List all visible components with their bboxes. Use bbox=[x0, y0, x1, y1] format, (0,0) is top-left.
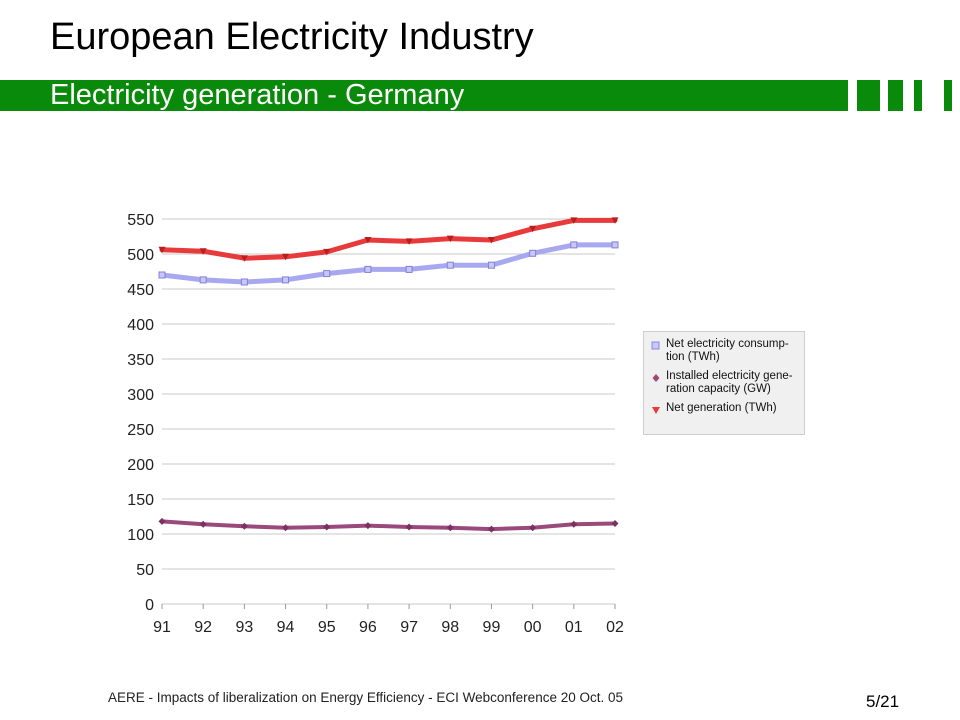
data-point bbox=[405, 265, 413, 273]
y-tick-label: 450 bbox=[127, 282, 154, 299]
data-point bbox=[323, 523, 331, 531]
decorative-block bbox=[888, 80, 903, 111]
legend-label-line: Net generation (TWh) bbox=[666, 402, 777, 414]
x-tick-label: 91 bbox=[153, 619, 171, 636]
data-point bbox=[240, 522, 248, 530]
y-tick-label: 300 bbox=[127, 387, 154, 404]
series-line bbox=[159, 217, 618, 261]
data-point bbox=[529, 249, 537, 257]
x-tick-label: 98 bbox=[441, 619, 459, 636]
y-tick-label: 0 bbox=[145, 597, 154, 614]
data-point bbox=[487, 261, 495, 269]
data-point bbox=[446, 235, 454, 243]
decorative-block bbox=[944, 80, 952, 111]
decorative-block bbox=[914, 80, 922, 111]
data-point bbox=[446, 524, 454, 532]
data-point bbox=[199, 520, 207, 528]
data-point bbox=[199, 276, 207, 284]
x-tick-label: 92 bbox=[194, 619, 212, 636]
x-tick-label: 94 bbox=[277, 619, 295, 636]
y-tick-label: 150 bbox=[127, 492, 154, 509]
y-tick-label: 250 bbox=[127, 422, 154, 439]
x-tick-label: 95 bbox=[318, 619, 336, 636]
diamond-marker-icon bbox=[652, 374, 660, 382]
subtitle-band bbox=[0, 80, 848, 111]
data-point bbox=[282, 524, 290, 532]
slide-title: European Electricity Industry bbox=[50, 16, 534, 58]
decorative-block bbox=[857, 80, 880, 111]
triangle-marker-icon bbox=[652, 407, 660, 414]
x-tick-label: 99 bbox=[483, 619, 501, 636]
data-point bbox=[364, 265, 372, 273]
data-point bbox=[529, 225, 537, 233]
square-marker-icon bbox=[651, 341, 660, 350]
legend-item-capacity: Installed electricity gene- ration capac… bbox=[650, 370, 798, 396]
data-point bbox=[611, 241, 619, 249]
data-point bbox=[158, 517, 166, 525]
y-tick-label: 400 bbox=[127, 317, 154, 334]
data-point bbox=[364, 237, 372, 244]
y-tick-label: 550 bbox=[127, 212, 154, 229]
data-point bbox=[158, 271, 166, 279]
data-point bbox=[529, 524, 537, 532]
x-tick-label: 00 bbox=[524, 619, 542, 636]
series-line bbox=[159, 242, 618, 285]
x-tick-label: 02 bbox=[606, 619, 624, 636]
chart-legend: Net electricity consump- tion (TWh) Inst… bbox=[643, 331, 805, 435]
legend-label-line: Installed electricity gene- bbox=[666, 370, 793, 382]
data-point bbox=[446, 261, 454, 269]
data-point bbox=[240, 278, 248, 286]
legend-item-consumption: Net electricity consump- tion (TWh) bbox=[650, 338, 798, 364]
data-point bbox=[199, 248, 207, 255]
data-point bbox=[323, 248, 331, 256]
slide-subtitle: Electricity generation - Germany bbox=[50, 79, 465, 111]
data-point bbox=[487, 237, 495, 244]
y-tick-label: 100 bbox=[127, 527, 154, 544]
legend-item-generation: Net generation (TWh) bbox=[650, 402, 798, 416]
data-point bbox=[158, 246, 166, 254]
data-point bbox=[405, 238, 413, 245]
data-point bbox=[364, 522, 372, 530]
y-tick-label: 500 bbox=[127, 247, 154, 264]
y-tick-label: 350 bbox=[127, 352, 154, 369]
data-point bbox=[611, 217, 619, 224]
x-tick-label: 96 bbox=[359, 619, 377, 636]
data-point bbox=[240, 255, 248, 262]
data-point bbox=[611, 520, 619, 527]
legend-label-line: ration capacity (GW) bbox=[666, 383, 771, 395]
x-tick-label: 97 bbox=[400, 619, 418, 636]
data-point bbox=[570, 241, 578, 249]
data-point bbox=[323, 270, 331, 278]
data-point bbox=[405, 523, 413, 531]
y-tick-label: 200 bbox=[127, 457, 154, 474]
data-point bbox=[570, 520, 578, 528]
series-line bbox=[160, 519, 617, 532]
line-chart: 0 50 100 150 200 250 300 350 400 450 500 550 91 92 93 9… bbox=[127, 212, 624, 636]
data-point bbox=[570, 217, 578, 224]
x-tick-label: 01 bbox=[565, 619, 583, 636]
y-tick-label: 50 bbox=[136, 562, 154, 579]
data-point bbox=[282, 276, 290, 284]
x-tick-label: 93 bbox=[235, 619, 253, 636]
data-point bbox=[487, 525, 495, 533]
slide-footer: AERE - Impacts of liberalization on Ener… bbox=[108, 690, 623, 705]
page-number: 5/21 bbox=[866, 692, 900, 711]
data-point bbox=[282, 253, 290, 261]
legend-label-line: tion (TWh) bbox=[666, 351, 720, 363]
legend-label-line: Net electricity consump- bbox=[666, 338, 789, 350]
